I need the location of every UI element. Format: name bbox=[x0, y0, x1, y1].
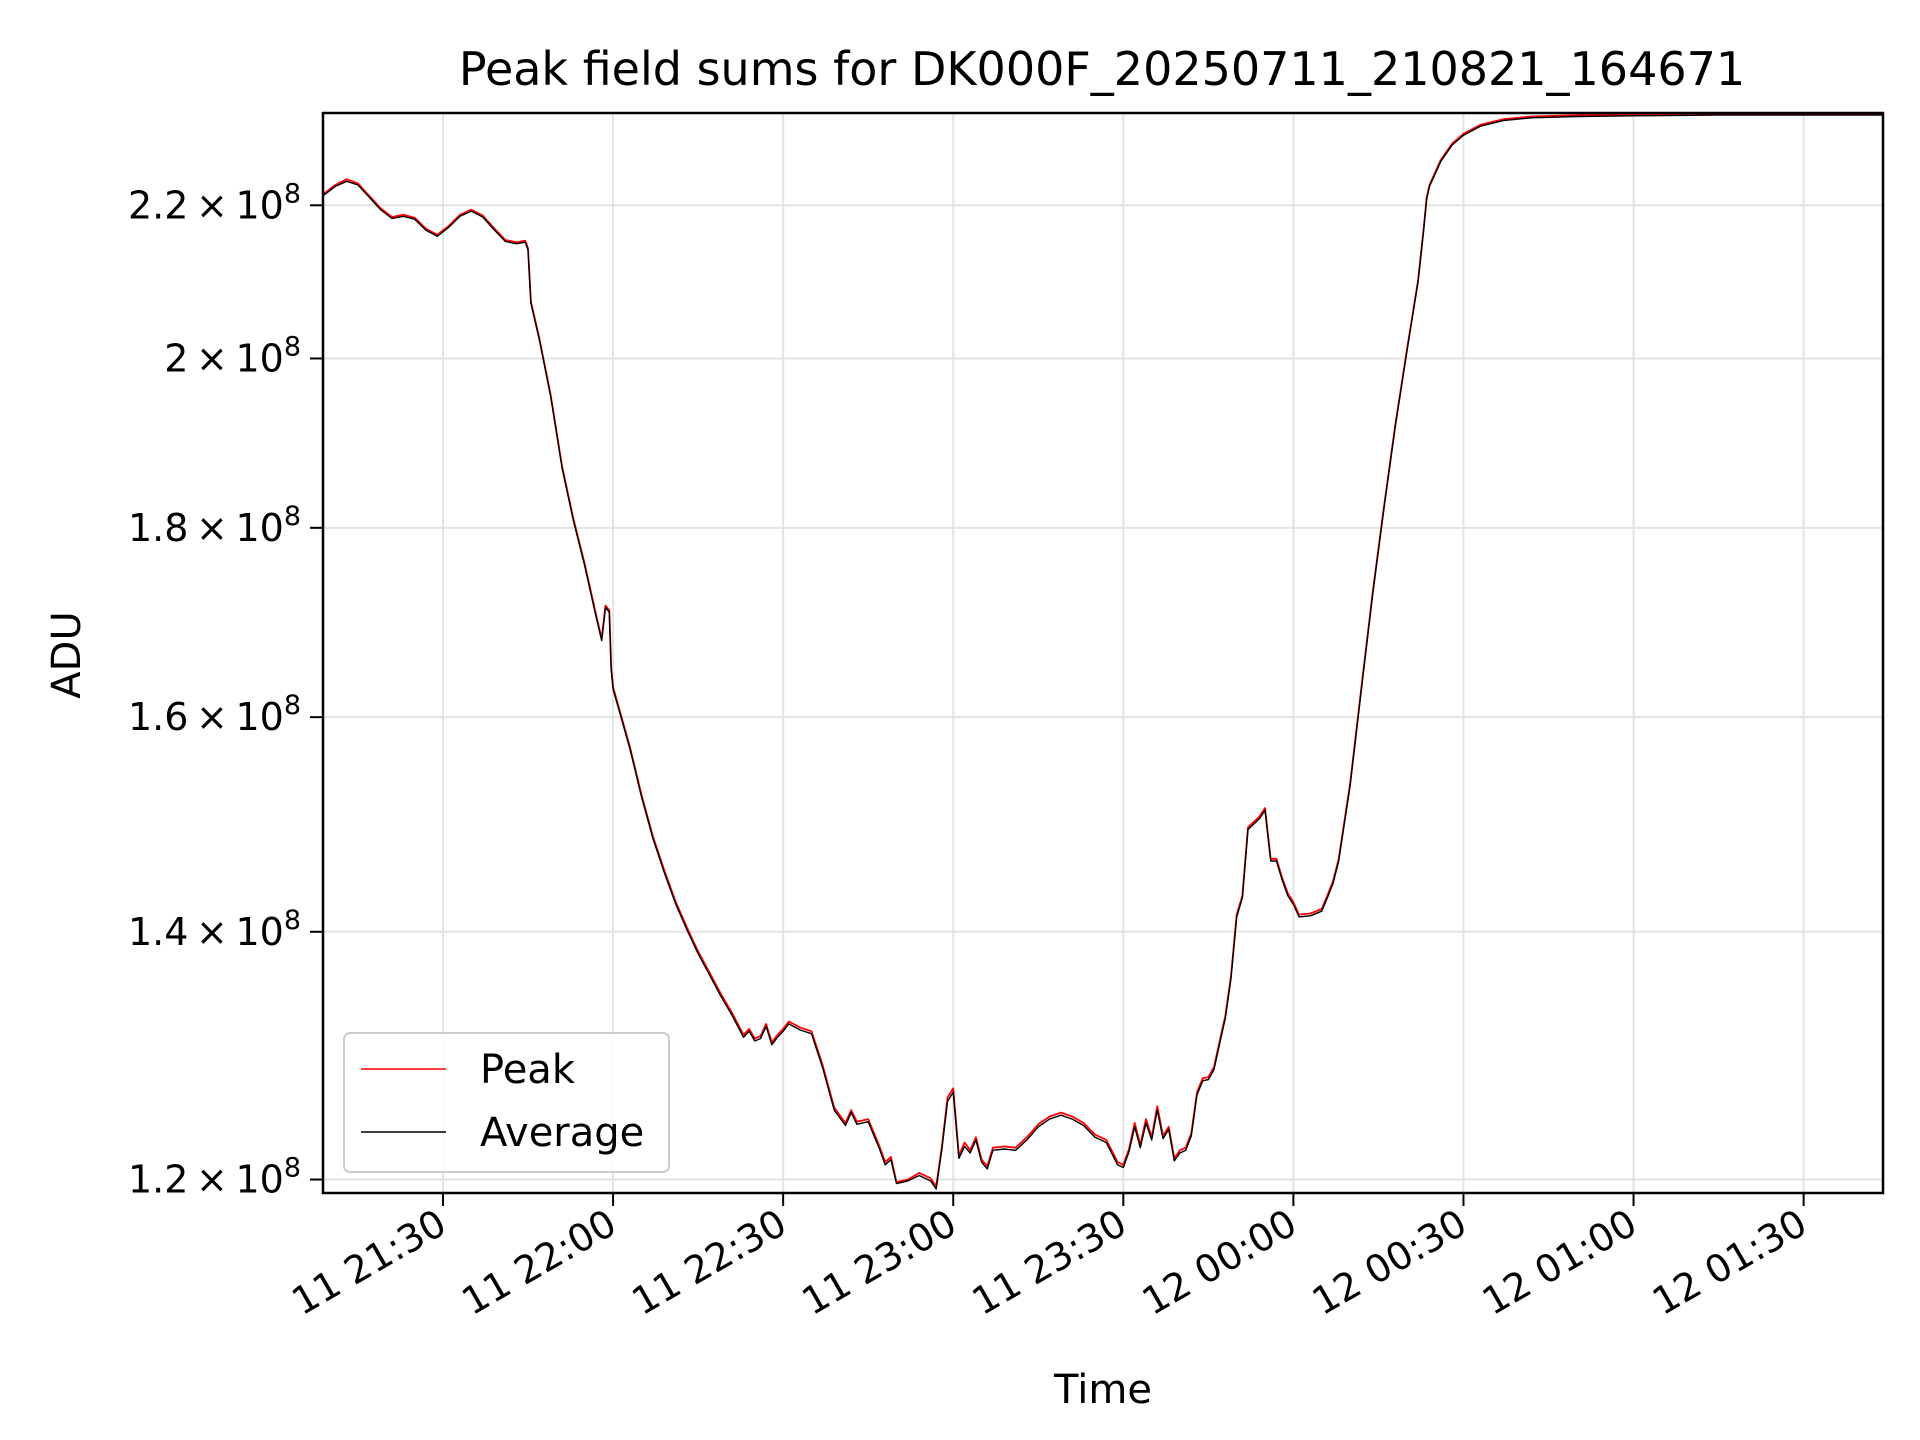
y-tick-label: 1.2 × 108 bbox=[128, 1153, 301, 1202]
legend-label-average: Average bbox=[480, 1110, 644, 1156]
y-tick-label: 1.8 × 108 bbox=[128, 501, 301, 550]
y-tick-label: 1.4 × 108 bbox=[128, 905, 301, 954]
y-tick-label: 2 × 108 bbox=[164, 331, 301, 380]
chart-title: Peak field sums for DK000F_20250711_2108… bbox=[459, 42, 1745, 96]
legend-box bbox=[343, 1032, 670, 1173]
grid bbox=[323, 113, 1883, 1193]
legend: Peak Average bbox=[343, 1032, 670, 1173]
series-line-average bbox=[322, 114, 1883, 1190]
y-tick-label: 2.2 × 108 bbox=[128, 178, 301, 227]
series-lines bbox=[322, 112, 1883, 1190]
y-tick-label: 1.6 × 108 bbox=[128, 690, 301, 739]
y-axis: 1.2 × 108 1.4 × 108 1.6 × 108 1.8 × 108 2 × … bbox=[128, 178, 323, 1202]
plot-frame bbox=[321, 111, 1885, 1195]
x-axis-label: Time bbox=[1053, 1367, 1152, 1413]
legend-label-peak: Peak bbox=[480, 1047, 576, 1093]
y-axis-label: ADU bbox=[44, 611, 90, 698]
